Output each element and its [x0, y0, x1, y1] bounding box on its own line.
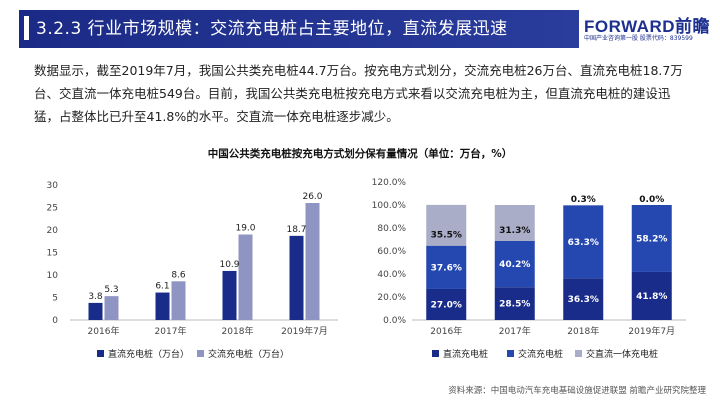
chart2-dc-value-label: 28.5% — [499, 300, 530, 310]
chart1-x-tick-label: 2016年 — [88, 325, 120, 337]
chart2-y-tick-label: 0.0% — [383, 316, 406, 326]
chart1-legend-swatch-dc — [97, 350, 104, 357]
chart1-x-tick-label: 2017年 — [155, 325, 187, 337]
chart2-ac-value-label: 40.2% — [499, 260, 530, 270]
chart2-hybrid-value-label: 35.5% — [431, 231, 462, 241]
header-bar — [19, 10, 579, 48]
chart-title: 中国公共类充电桩按充电方式划分保有量情况（单位：万台，%） — [207, 148, 513, 160]
chart1-bar-dc — [289, 235, 304, 320]
chart2-ac-value-label: 37.6% — [431, 263, 462, 273]
slide-title: 3.2.3 行业市场规模：交流充电桩占主要地位，直流发展迅速 — [36, 19, 508, 39]
chart1-ac-value-label: 19.0 — [235, 224, 255, 234]
chart2-y-tick-label: 120.0% — [372, 178, 407, 188]
chart1-bar-dc — [222, 270, 237, 320]
chart2-y-tick-label: 80.0% — [377, 224, 406, 234]
chart2-legend-label-hybrid: 交直流一体充电桩 — [586, 348, 658, 360]
chart1-bar-ac — [104, 296, 119, 320]
chart2-hybrid-value-label: 0.3% — [571, 195, 596, 205]
chart2-x-tick-label: 2016年 — [430, 325, 462, 337]
chart2-bar-ac — [631, 205, 672, 272]
chart2-y-tick-label: 100.0% — [372, 201, 407, 211]
chart2-bar-ac — [494, 240, 535, 288]
chart2-bar-hybrid — [426, 204, 467, 246]
chart1-legend-swatch-ac — [197, 350, 204, 357]
chart1-y-tick-label: 5 — [52, 294, 58, 304]
chart2-x-tick-label: 2017年 — [499, 325, 531, 337]
chart2-ac-value-label: 58.2% — [636, 234, 667, 244]
header-accent-bar — [24, 16, 29, 40]
chart1-dc-value-label: 3.8 — [88, 292, 103, 302]
chart2-x-tick-label: 2019年7月 — [628, 325, 675, 337]
chart1-legend-label-ac: 交流充电桩（万台） — [208, 348, 289, 360]
chart1-bar-ac — [171, 281, 186, 320]
chart1-bar-dc — [155, 292, 170, 320]
chart2-ac-value-label: 63.3% — [568, 238, 599, 248]
chart2-legend-swatch-hybrid — [575, 350, 582, 357]
chart2-bar-ac — [563, 205, 604, 279]
chart2-hybrid-value-label: 0.0% — [639, 195, 664, 205]
chart2-bar-dc — [494, 287, 535, 320]
chart1-bar-ac — [238, 234, 253, 320]
chart1-ac-value-label: 5.3 — [104, 285, 118, 295]
chart1-y-tick-label: 10 — [47, 271, 59, 281]
summary-paragraph: 数据显示，截至2019年7月，我国公共类充电桩44.7万台。按充电方式划分，交流… — [34, 63, 683, 124]
chart2-legend-label-dc: 直流充电桩 — [443, 348, 488, 360]
chart1-y-tick-label: 20 — [47, 226, 59, 236]
chart2-x-tick-label: 2018年 — [567, 325, 599, 337]
chart1-legend-label-dc: 直流充电桩（万台） — [108, 348, 189, 360]
chart1-ac-value-label: 8.6 — [171, 270, 186, 280]
chart1-y-tick-label: 0 — [52, 316, 58, 326]
chart2-bar-ac — [426, 245, 467, 289]
chart2-legend-swatch-dc — [432, 350, 439, 357]
chart2-y-tick-label: 20.0% — [377, 293, 406, 303]
slide-header: 3.2.3 行业市场规模：交流充电桩占主要地位，直流发展迅速 FORWARD前瞻… — [0, 0, 720, 50]
chart1-y-tick-label: 15 — [47, 249, 58, 259]
chart2-bar-dc — [631, 271, 672, 320]
chart1-y-tick-label: 30 — [47, 181, 59, 191]
chart2-bar-dc — [563, 278, 604, 320]
chart1-bar-dc — [88, 302, 103, 320]
chart2-y-tick-label: 40.0% — [377, 270, 406, 280]
chart1-bar-ac — [305, 203, 320, 320]
source-note: 资料来源：中国电动汽车充电基础设施促进联盟 前瞻产业研究院整理 — [448, 386, 706, 396]
chart2-bar-dc — [426, 288, 467, 320]
logo-text: FORWARD前瞻 — [584, 17, 711, 36]
chart2-bar-hybrid — [494, 205, 535, 241]
chart1-dc-value-label: 6.1 — [155, 282, 169, 292]
chart2-hybrid-value-label: 31.3% — [499, 226, 530, 236]
logo-subtext: 中国产业咨询第一股 股票代码：839599 — [584, 35, 693, 42]
chart2-legend-label-ac: 交流充电桩 — [518, 348, 563, 360]
chart1-dc-value-label: 18.7 — [286, 225, 306, 235]
chart1-dc-value-label: 10.9 — [219, 260, 239, 270]
chart2-dc-value-label: 36.3% — [568, 295, 599, 305]
chart1-x-tick-label: 2019年7月 — [281, 325, 328, 337]
chart2-y-tick-label: 60.0% — [377, 247, 406, 257]
chart1-x-tick-label: 2018年 — [222, 325, 254, 337]
chart2-dc-value-label: 41.8% — [636, 292, 667, 302]
chart1-ac-value-label: 26.0 — [302, 192, 322, 202]
chart2-dc-value-label: 27.0% — [431, 300, 462, 310]
chart2-legend-swatch-ac — [507, 350, 514, 357]
chart1-y-tick-label: 25 — [47, 204, 58, 214]
forward-logo: FORWARD前瞻 中国产业咨询第一股 股票代码：839599 — [584, 12, 712, 42]
